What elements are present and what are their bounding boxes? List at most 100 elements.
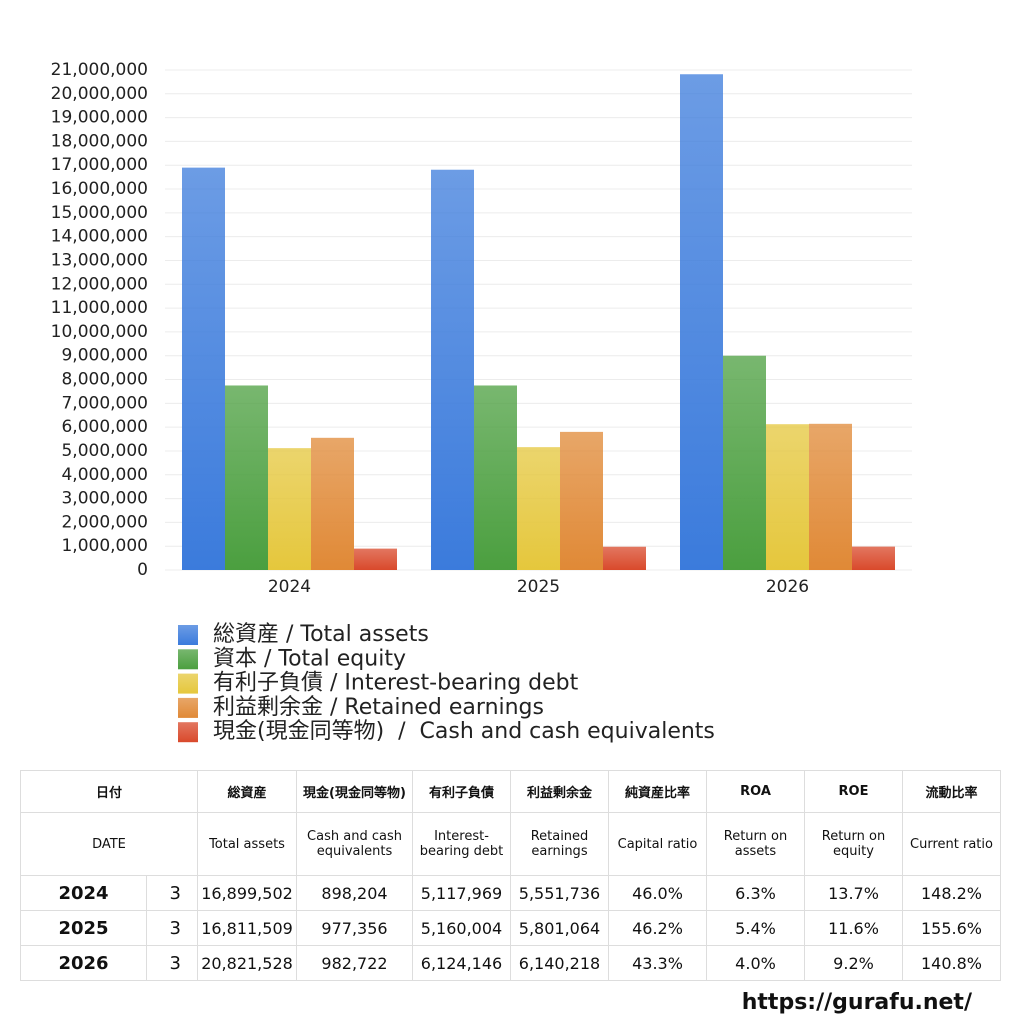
table-cell: 流動比率 <box>902 770 1001 813</box>
legend-label: 資本 / Total equity <box>213 646 406 671</box>
table-cell: DATE <box>20 812 198 876</box>
legend-swatch <box>178 697 198 718</box>
bar <box>182 167 225 570</box>
legend-swatch <box>178 673 198 694</box>
footer-url: https://gurafu.net/ <box>741 990 972 1015</box>
table-row: 2024 3 16,899,502 898,204 5,117,969 5,551,736… <box>20 875 1001 911</box>
bar <box>723 355 766 570</box>
y-tick-label: 21,000,000 <box>51 60 148 80</box>
table-cell: 13.7% <box>804 875 903 911</box>
x-tick-label: 2025 <box>517 577 560 597</box>
y-tick-label: 9,000,000 <box>61 346 148 366</box>
table-cell: 11.6% <box>804 910 903 946</box>
table-row: 2026 3 20,821,528 982,722 6,124,146 6,140,218… <box>20 945 1001 981</box>
table-cell: 5,801,064 <box>510 910 609 946</box>
legend-label: 利益剰余金 / Retained earnings <box>213 695 544 720</box>
table-cell: Return on assets <box>706 812 805 876</box>
table-cell: 46.2% <box>608 910 707 946</box>
y-tick-label: 16,000,000 <box>51 179 148 199</box>
table-cell: 977,356 <box>296 910 413 946</box>
legend-label: 現金(現金同等物) / Cash and cash equivalents <box>213 719 715 744</box>
y-tick-label: 4,000,000 <box>61 465 148 485</box>
y-tick-label: 20,000,000 <box>51 84 148 104</box>
table-cell: ROE <box>804 770 903 813</box>
table-cell: 5,160,004 <box>412 910 511 946</box>
y-tick-label: 15,000,000 <box>51 203 148 223</box>
table-cell: 16,811,509 <box>197 910 297 946</box>
table-cell: 5,551,736 <box>510 875 609 911</box>
x-tick-label: 2026 <box>766 577 809 597</box>
y-tick-label: 1,000,000 <box>61 536 148 556</box>
table-cell: 898,204 <box>296 875 413 911</box>
table-cell: 6,124,146 <box>412 945 511 981</box>
table-cell: 5.4% <box>706 910 805 946</box>
legend-swatch <box>178 722 198 743</box>
bar <box>268 448 311 570</box>
legend-swatch <box>178 625 198 645</box>
bar <box>603 546 646 570</box>
table-cell: 982,722 <box>296 945 413 981</box>
table-cell: 3 <box>146 875 198 911</box>
y-tick-label: 14,000,000 <box>51 227 148 247</box>
table-cell: 2026 <box>20 945 147 981</box>
bar <box>809 423 852 570</box>
y-tick-label: 3,000,000 <box>61 489 148 509</box>
data-table: 日付 総資産 現金(現金同等物) 有利子負債 利益剰余金 純資産比率 ROA ROE 流動比率 D… <box>20 770 1001 981</box>
legend-label: 有利子負債 / Interest-bearing debt <box>213 671 579 696</box>
table-cell: 3 <box>146 945 198 981</box>
table-cell: 16,899,502 <box>197 875 297 911</box>
table-cell: 現金(現金同等物) <box>296 770 413 813</box>
table-cell: Retained earnings <box>510 812 609 876</box>
y-tick-label: 19,000,000 <box>51 108 148 128</box>
table-cell: 総資産 <box>197 770 297 813</box>
table-cell: 3 <box>146 910 198 946</box>
y-tick-label: 7,000,000 <box>61 393 148 413</box>
y-tick-label: 17,000,000 <box>51 155 148 175</box>
bar <box>311 437 354 570</box>
bar <box>474 385 517 570</box>
y-tick-label: 2,000,000 <box>61 512 148 532</box>
table-cell: 148.2% <box>902 875 1001 911</box>
table-cell: Cash and cash equivalents <box>296 812 413 876</box>
y-tick-label: 11,000,000 <box>51 298 148 318</box>
table-cell: Interest-bearing debt <box>412 812 511 876</box>
bar <box>680 74 723 571</box>
table-cell: Current ratio <box>902 812 1001 876</box>
bar <box>517 447 560 570</box>
bar <box>560 431 603 570</box>
bar <box>225 385 268 570</box>
y-tick-label: 0 <box>137 560 148 580</box>
table-cell: 4.0% <box>706 945 805 981</box>
bar <box>354 548 397 570</box>
table-cell: Return on equity <box>804 812 903 876</box>
table-cell: 日付 <box>20 770 198 813</box>
table-cell: 43.3% <box>608 945 707 981</box>
table-cell: 140.8% <box>902 945 1001 981</box>
legend-label: 総資産 / Total assets <box>213 622 429 647</box>
table-row: 日付 総資産 現金(現金同等物) 有利子負債 利益剰余金 純資産比率 ROA ROE 流動比率 <box>20 770 1001 813</box>
table-cell: 有利子負債 <box>412 770 511 813</box>
table-cell: ROA <box>706 770 805 813</box>
table-cell: 利益剰余金 <box>510 770 609 813</box>
bar <box>766 424 809 570</box>
table-cell: 6.3% <box>706 875 805 911</box>
table-cell: 6,140,218 <box>510 945 609 981</box>
table-cell: 純資産比率 <box>608 770 707 813</box>
legend-swatch <box>178 649 198 670</box>
table-row: DATE Total assets Cash and cash equivalent… <box>20 812 1001 876</box>
table-cell: 155.6% <box>902 910 1001 946</box>
y-tick-label: 13,000,000 <box>51 250 148 270</box>
x-tick-label: 2024 <box>268 577 311 597</box>
y-tick-label: 12,000,000 <box>51 274 148 294</box>
y-tick-label: 6,000,000 <box>61 417 148 437</box>
table-cell: 20,821,528 <box>197 945 297 981</box>
bar <box>431 169 474 570</box>
table-cell: 5,117,969 <box>412 875 511 911</box>
y-tick-label: 8,000,000 <box>61 370 148 390</box>
table-cell: Capital ratio <box>608 812 707 876</box>
table-cell: Total assets <box>197 812 297 876</box>
y-tick-label: 18,000,000 <box>51 131 148 151</box>
table-cell: 2024 <box>20 875 147 911</box>
y-tick-label: 5,000,000 <box>61 441 148 461</box>
